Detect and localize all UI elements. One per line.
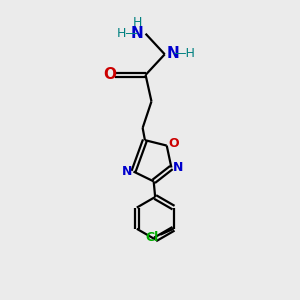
Text: N: N <box>173 161 183 174</box>
Text: N: N <box>131 26 144 41</box>
Text: H: H <box>133 16 142 29</box>
Text: N: N <box>167 46 179 61</box>
Text: O: O <box>168 137 178 150</box>
Text: —H: —H <box>173 47 195 60</box>
Text: N: N <box>122 165 132 178</box>
Text: O: O <box>103 67 116 82</box>
Text: H—: H— <box>116 27 138 40</box>
Text: Cl: Cl <box>146 230 159 244</box>
